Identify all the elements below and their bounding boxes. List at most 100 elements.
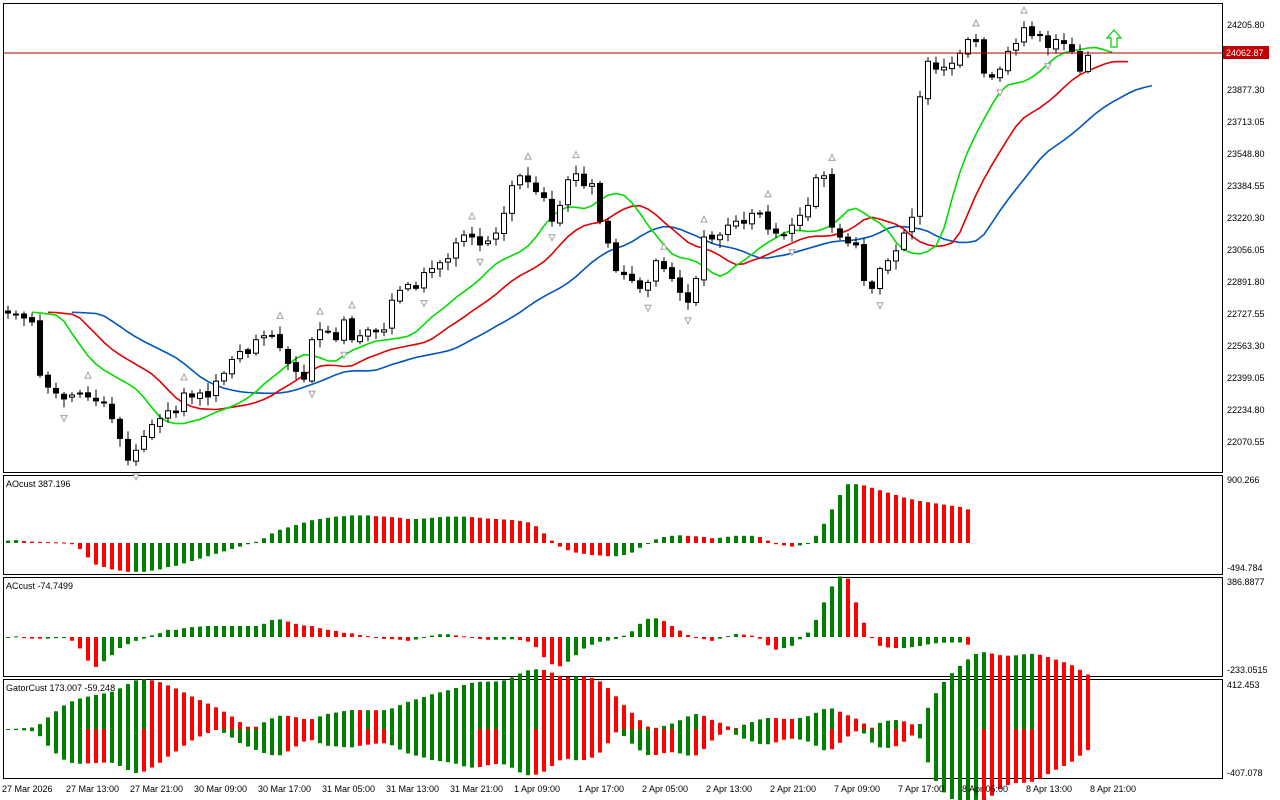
gator-lower-bar	[838, 729, 842, 743]
candle-body	[877, 268, 883, 290]
gator-lower-bar	[670, 729, 674, 753]
ac-bar	[790, 637, 794, 646]
ao-bar	[78, 543, 82, 549]
time-axis: 27 Mar 2026 27 Mar 13:00 27 Mar 21:00 30…	[2, 784, 1136, 794]
ao-bar	[654, 539, 658, 543]
gator-upper-bar	[1054, 659, 1058, 729]
gator-lower-bar	[886, 729, 890, 748]
price-tick: 22727.55	[1227, 309, 1265, 319]
fractal-down-icon	[476, 258, 484, 267]
gator-upper-bar	[510, 677, 514, 729]
gator-lower-bar	[798, 729, 802, 740]
ac-bar	[30, 637, 34, 639]
ao-bar	[782, 543, 786, 546]
candle-body	[749, 212, 755, 225]
gator-upper-bar	[414, 699, 418, 729]
candle-body	[261, 335, 267, 339]
ac-bar	[518, 637, 522, 641]
gator-upper-bar	[750, 722, 754, 729]
ao-bar	[798, 543, 802, 546]
candle-body	[861, 244, 867, 281]
price-tick: 23220.30	[1227, 213, 1265, 223]
ac-bar	[318, 628, 322, 637]
ac-bar	[342, 632, 346, 637]
gator-lower-bar	[406, 729, 410, 754]
ao-bar	[222, 543, 226, 552]
ac-bar	[14, 636, 18, 638]
fractal-down-icon	[684, 317, 692, 325]
gator-upper-bar	[422, 697, 426, 729]
gator-lower-bar	[574, 729, 578, 761]
ac-bar	[6, 637, 10, 638]
candle-body	[901, 232, 907, 250]
gator-lower-bar	[1030, 729, 1034, 782]
candle-body	[277, 334, 283, 349]
gator-upper-bar	[910, 724, 914, 729]
candle-body	[973, 39, 979, 43]
ao-bar	[814, 535, 818, 543]
candle-body	[845, 236, 851, 244]
ao-bar	[30, 541, 34, 543]
gator-upper-bar	[86, 696, 90, 729]
gator-upper-bar	[542, 669, 546, 729]
ao-bar	[518, 520, 522, 543]
ac-bar	[798, 637, 802, 640]
candle-body	[501, 212, 507, 234]
ac-bar	[294, 623, 298, 637]
fractal-down-icon	[420, 300, 428, 308]
gator-upper-bar	[718, 722, 722, 729]
candle-body	[285, 348, 291, 364]
ac-bar	[814, 619, 818, 637]
ac-bar	[926, 637, 930, 645]
ac-bar	[758, 637, 762, 639]
candle-body	[661, 261, 667, 270]
candle-body	[389, 299, 395, 329]
fractal-down-icon	[308, 390, 316, 399]
gator-lower-bar	[526, 729, 530, 776]
gator-upper-bar	[270, 718, 274, 729]
ac-bar	[142, 637, 146, 639]
candle-body	[853, 242, 859, 246]
ac-bar	[598, 637, 602, 642]
gator-lower-bar	[318, 729, 322, 744]
price-tick: 23713.05	[1227, 117, 1265, 127]
gator-upper-bar	[190, 696, 194, 729]
gator-lower-bar	[494, 729, 498, 765]
time-tick: 30 Mar 09:00	[194, 784, 247, 794]
alligator-lips-line	[31, 46, 1113, 425]
time-tick: 27 Mar 21:00	[130, 784, 183, 794]
price-tick: 22234.80	[1227, 405, 1265, 415]
candle-body	[773, 228, 779, 234]
gator-upper-bar	[638, 720, 642, 729]
price-tick: 22399.05	[1227, 373, 1265, 383]
gator-lower-bar	[198, 729, 202, 737]
ac-bar	[694, 637, 698, 638]
gator-upper-bar	[686, 716, 690, 729]
gator-upper-bar	[590, 677, 594, 729]
gator-upper-bar	[814, 712, 818, 729]
candle-body	[453, 242, 459, 259]
candle-body	[293, 362, 299, 372]
ao-bar	[38, 541, 42, 543]
ac-bar	[38, 637, 42, 639]
candle-body	[909, 216, 915, 233]
ac-bar	[198, 626, 202, 637]
ac-bar	[462, 636, 466, 638]
ao-panel-frame[interactable]	[3, 475, 1223, 575]
gator-upper-bar	[782, 718, 786, 729]
gator-upper-bar	[926, 707, 930, 729]
ac-bar	[238, 626, 242, 637]
ac-bar	[830, 586, 834, 637]
candle-body	[125, 438, 131, 461]
ao-bar	[198, 543, 202, 559]
candle-body	[141, 435, 147, 450]
ac-bar	[414, 637, 418, 640]
ac-bar	[278, 619, 282, 637]
gator-lower-bar	[278, 729, 282, 756]
gator-lower-bar	[390, 729, 394, 746]
candle-body	[357, 335, 363, 343]
ac-indicator-label: ACcust -74.7499	[6, 581, 73, 591]
candle-body	[933, 62, 939, 70]
gator-upper-bar	[534, 669, 538, 729]
